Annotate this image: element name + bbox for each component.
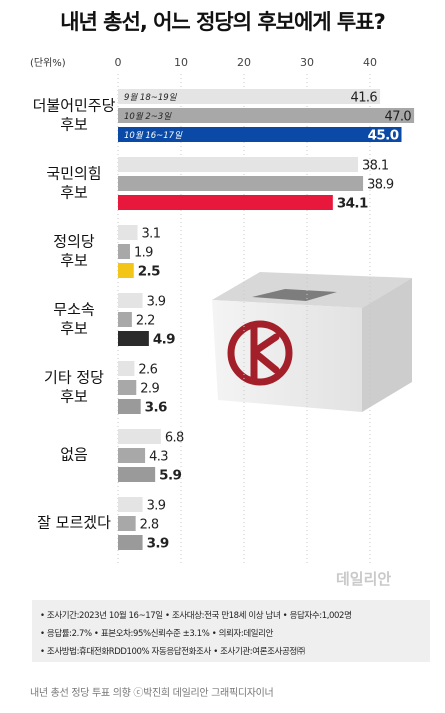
survey-info-line-3: • 조사방법:휴대전화RDD100% 자동응답전화조사 • 조사기관:여론조사공… <box>40 647 305 657</box>
x-tick-label: 20 <box>237 56 251 69</box>
value-label: 2.6 <box>138 363 157 378</box>
bar <box>118 244 130 259</box>
value-label: 34.1 <box>337 196 368 212</box>
bar <box>118 380 137 395</box>
bar <box>118 157 359 172</box>
value-label: 6.8 <box>165 431 184 446</box>
value-label: 2.2 <box>136 314 155 329</box>
value-label: 38.9 <box>367 178 394 193</box>
bar <box>118 225 138 240</box>
value-label: 47.0 <box>385 110 412 125</box>
category-label: 국민의힘 <box>46 165 101 183</box>
value-label: 2.8 <box>140 518 159 533</box>
value-label: 5.9 <box>159 468 181 484</box>
survey-info-line-1: • 조사기간:2023년 10월 16~17일 • 조사대상:전국 만18세 이… <box>40 611 352 621</box>
bar <box>118 263 134 278</box>
value-label: 4.9 <box>153 332 175 348</box>
bar <box>118 497 143 512</box>
bar <box>118 535 143 550</box>
value-label: 3.9 <box>147 295 166 310</box>
x-tick-label: 40 <box>363 56 377 69</box>
chart-title: 내년 총선, 어느 정당의 후보에게 투표? <box>60 10 386 34</box>
value-label: 2.9 <box>140 382 159 397</box>
bar <box>118 429 161 444</box>
bar <box>118 467 156 482</box>
value-label: 4.3 <box>149 450 168 465</box>
bar <box>118 108 415 123</box>
bar <box>118 127 402 142</box>
series-label: 9월 18~19일 <box>124 92 178 103</box>
bar <box>118 516 136 531</box>
value-label: 3.6 <box>145 400 167 416</box>
value-label: 2.5 <box>138 264 160 280</box>
category-label: 더불어민주당 <box>33 97 116 115</box>
category-label: 기타 정당 <box>44 369 104 387</box>
bar <box>118 176 364 191</box>
category-label: 후보 <box>60 116 88 134</box>
bar <box>118 293 143 308</box>
bar <box>118 448 146 463</box>
image-credit: 내년 총선 정당 투표 의향 ⓒ박진희 데일리안 그래픽디자이너 <box>30 688 274 699</box>
survey-info-box <box>32 600 430 662</box>
category-label: 무소속 <box>53 301 95 319</box>
value-label: 3.1 <box>142 227 161 242</box>
value-label: 3.9 <box>147 499 166 514</box>
category-label: 후보 <box>60 184 88 202</box>
bar <box>118 89 381 104</box>
value-label: 45.0 <box>368 128 399 144</box>
value-label: 1.9 <box>134 246 153 261</box>
survey-info-line-2: • 응답률:2.7% • 표본오차:95%신뢰수준 ±3.1% • 의뢰자:데일… <box>40 629 274 639</box>
series-label: 10월 16~17일 <box>124 130 183 141</box>
category-label: 정의당 <box>53 233 95 251</box>
category-label: 잘 모르겠다 <box>37 514 111 532</box>
x-tick-label: 30 <box>300 56 314 69</box>
category-label: 없음 <box>60 446 88 464</box>
ballot-box-icon <box>212 272 412 412</box>
x-tick-label: 0 <box>115 56 122 69</box>
bar <box>118 312 132 327</box>
category-label: 후보 <box>60 388 88 406</box>
value-label: 38.1 <box>362 159 389 174</box>
unit-label: (단위%) <box>30 56 66 69</box>
value-label: 41.6 <box>351 91 378 106</box>
bar <box>118 361 135 376</box>
value-label: 3.9 <box>147 536 169 552</box>
bar <box>118 331 149 346</box>
series-label: 10월 2~3일 <box>124 111 172 122</box>
bar <box>118 399 141 414</box>
category-label: 후보 <box>60 252 88 270</box>
bar <box>118 195 333 210</box>
watermark-logo: 데일리안 <box>336 570 392 588</box>
x-tick-label: 10 <box>174 56 188 69</box>
category-label: 후보 <box>60 320 88 338</box>
